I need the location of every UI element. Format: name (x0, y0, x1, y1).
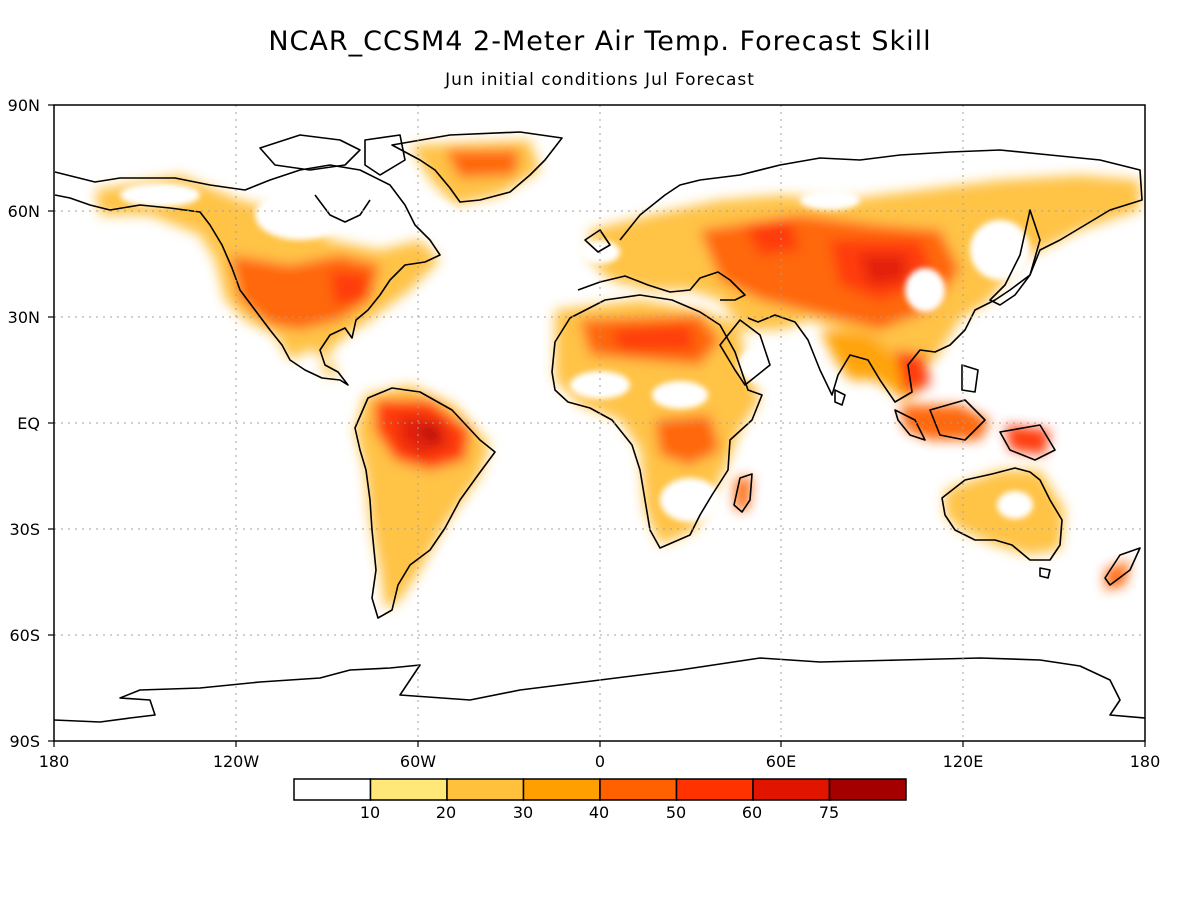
colorbar-swatch (446, 778, 525, 801)
lat-label: 90S (9, 732, 40, 751)
latitude-labels: 90N 60N 30N EQ 30S 60S 90S (8, 96, 40, 751)
lat-label: 30N (8, 308, 40, 327)
colorbar-tick-label: 20 (436, 803, 456, 822)
lon-label: 60E (766, 752, 796, 771)
coastlines (54, 131, 1145, 723)
colorbar-swatch (522, 778, 601, 801)
colorbar-swatch (752, 778, 831, 801)
lat-label: EQ (17, 414, 40, 433)
chart-subtitle: Jun initial conditions Jul Forecast (445, 70, 755, 90)
lon-label: 0 (595, 752, 605, 771)
colorbar-swatch (675, 778, 754, 801)
colorbar-swatch (369, 778, 448, 801)
lat-label: 60N (8, 202, 40, 221)
colorbar-tick-label: 50 (666, 803, 686, 822)
colorbar-tick-label: 10 (360, 803, 380, 822)
chart-title: NCAR_CCSM4 2-Meter Air Temp. Forecast Sk… (268, 26, 932, 57)
grid-lines (54, 105, 1145, 741)
lon-label: 120E (943, 752, 984, 771)
longitude-labels: 180 120W 60W 0 60E 120E 180 (39, 752, 1161, 771)
lat-label: 60S (9, 626, 40, 645)
colorbar-swatch (293, 778, 372, 801)
lat-label: 30S (9, 520, 40, 539)
lon-label: 180 (1130, 752, 1161, 771)
colorbar: 10 20 30 40 50 60 75 (293, 778, 907, 822)
lon-label: 180 (39, 752, 70, 771)
tick-marks (48, 104, 1146, 747)
colorbar-tick-label: 40 (589, 803, 609, 822)
lat-label: 90N (8, 96, 40, 115)
colorbar-swatch (828, 778, 907, 801)
colorbar-tick-label: 75 (819, 803, 839, 822)
lon-label: 120W (213, 752, 260, 771)
colorbar-tick-label: 30 (513, 803, 533, 822)
colorbar-swatch (599, 778, 678, 801)
lon-label: 60W (400, 752, 436, 771)
colorbar-tick-label: 60 (742, 803, 762, 822)
